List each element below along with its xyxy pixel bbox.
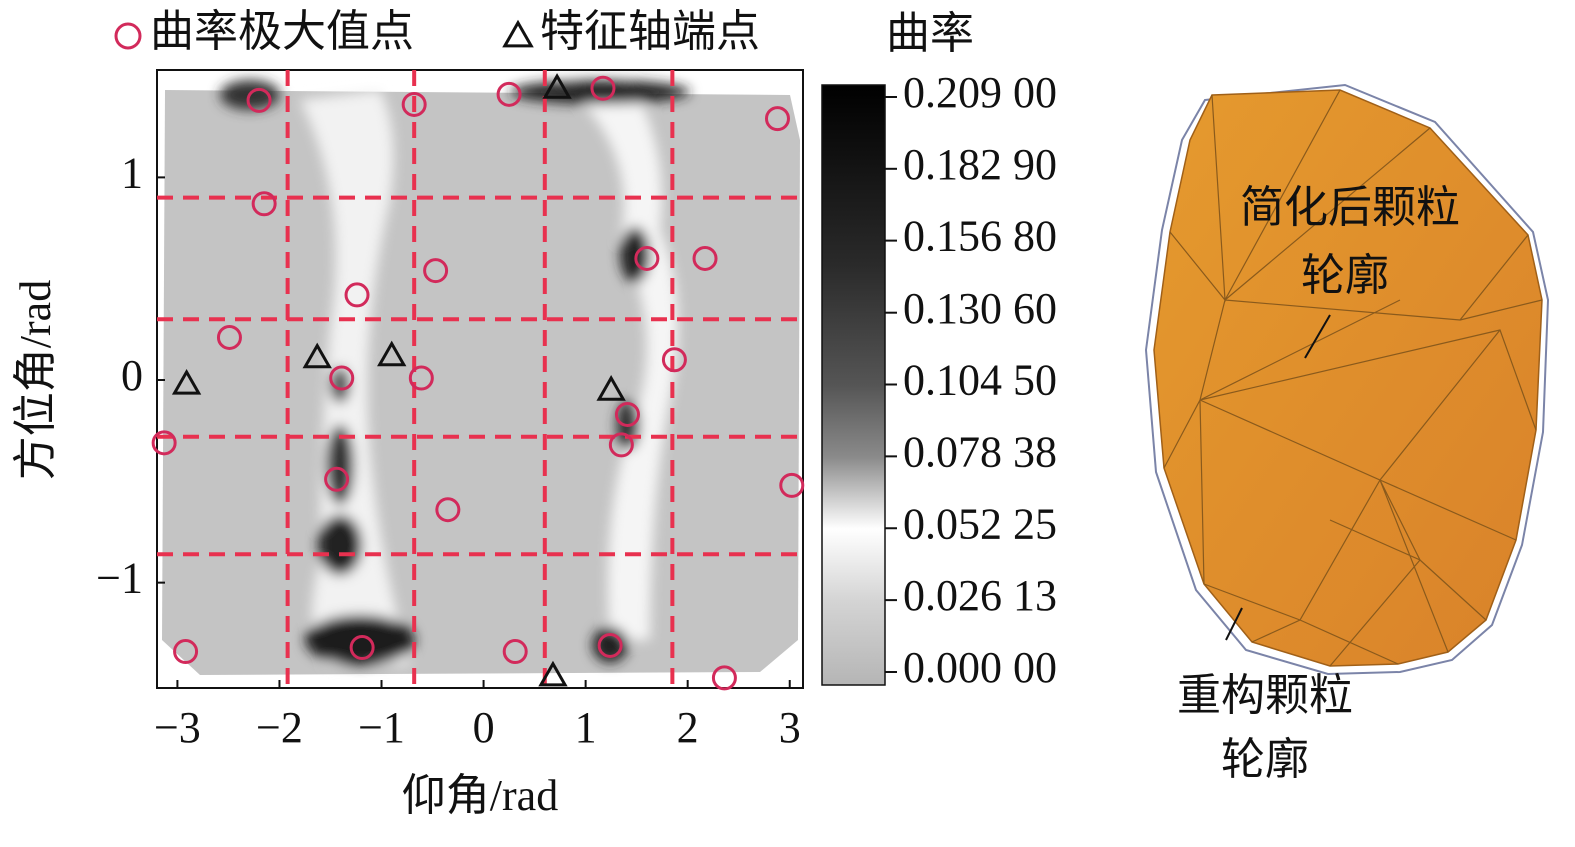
point — [590, 75, 616, 101]
point — [634, 245, 660, 271]
y-tick-label: 0 — [121, 351, 143, 400]
colorbar — [821, 84, 886, 686]
legend-marker — [114, 22, 142, 50]
point — [171, 368, 202, 395]
point — [538, 660, 568, 687]
y-axis-label: 方位角/rad — [11, 280, 60, 480]
point — [251, 191, 277, 217]
point — [661, 347, 687, 373]
point — [608, 432, 634, 458]
point — [597, 632, 623, 658]
point — [711, 665, 737, 691]
plot-frame — [156, 69, 804, 689]
y-tick-label: 1 — [121, 148, 143, 197]
x-tick-label: 0 — [473, 703, 495, 752]
annotation: 重构颗粒 — [1177, 671, 1353, 720]
x-tick-label: −1 — [358, 703, 405, 752]
point — [779, 472, 805, 498]
colorbar-tick-label: 0.182 90 — [903, 140, 1057, 189]
x-axis-label: 仰角/rad — [402, 771, 558, 820]
colorbar-tick-label: 0.052 25 — [903, 499, 1057, 548]
annotation: 轮廓 — [1301, 251, 1389, 300]
legend-marker — [502, 19, 534, 48]
point — [246, 87, 272, 113]
point — [216, 324, 242, 350]
point — [408, 365, 434, 391]
leader-line — [1225, 607, 1243, 641]
colorbar-tick-label: 0.156 80 — [903, 212, 1057, 261]
x-tick-label: −3 — [154, 703, 201, 752]
point — [596, 375, 626, 401]
colorbar-tick-label: 0.000 00 — [903, 643, 1057, 692]
y-tick-label: −1 — [96, 554, 143, 603]
colorbar-tick-label: 0.130 60 — [903, 284, 1057, 333]
heatmap-bg — [162, 90, 800, 675]
point — [329, 365, 355, 391]
point — [401, 91, 427, 117]
point — [435, 497, 461, 523]
point — [423, 258, 449, 284]
annotation: 轮廓 — [1221, 735, 1309, 784]
colorbar-tick-label: 0.104 50 — [903, 356, 1057, 405]
particle — [1144, 83, 1550, 676]
point — [344, 282, 370, 308]
point — [502, 639, 528, 665]
point — [349, 634, 375, 660]
colorbar-tick-label: 0.078 38 — [903, 427, 1057, 476]
legend-label: 特征轴端点 — [540, 7, 760, 56]
heatmap — [162, 80, 800, 675]
x-tick-label: 1 — [575, 703, 597, 752]
x-tick-label: 3 — [779, 703, 801, 752]
point — [324, 466, 350, 492]
point — [302, 342, 332, 369]
colorbar-tick-label: 0.209 00 — [903, 68, 1057, 117]
point — [173, 639, 199, 665]
point — [542, 73, 572, 99]
leader-line — [1304, 314, 1331, 359]
x-tick-label: 2 — [677, 703, 699, 752]
point — [692, 245, 718, 271]
x-tick-label: −2 — [256, 703, 303, 752]
legend-label: 曲率极大值点 — [150, 7, 414, 56]
point — [151, 430, 177, 456]
annotation: 简化后颗粒 — [1240, 183, 1460, 232]
point — [377, 340, 407, 367]
colorbar-title: 曲率 — [886, 9, 974, 58]
colorbar-tick-label: 0.026 13 — [903, 571, 1057, 620]
point — [764, 106, 790, 132]
point — [614, 401, 640, 427]
point — [496, 81, 522, 107]
